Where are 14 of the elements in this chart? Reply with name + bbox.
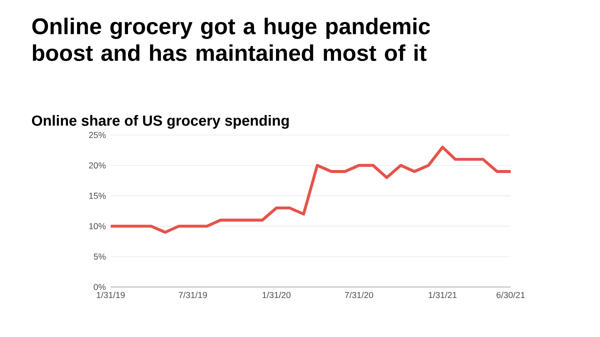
x-tick-label: 7/31/20: [345, 292, 374, 298]
y-tick-label: 15%: [89, 192, 106, 199]
y-tick-label: 5%: [94, 254, 106, 260]
y-tick-label: 10%: [89, 223, 106, 230]
x-tick-label: 6/30/21: [496, 292, 525, 298]
x-tick-label: 1/31/20: [262, 292, 290, 298]
x-tick-label: 1/31/19: [96, 292, 125, 298]
y-tick-label: 20%: [89, 162, 106, 168]
x-tick-label: 1/31/21: [428, 292, 457, 298]
y-tick-label: 25%: [89, 132, 106, 138]
x-tick-label: 7/31/19: [178, 292, 207, 298]
y-tick-label: 0%: [94, 284, 106, 290]
chart-subtitle: Online share of US grocery spending: [32, 115, 289, 129]
chart-title: Online grocery got a huge pandemic boost and has maintained most of it: [32, 18, 430, 62]
